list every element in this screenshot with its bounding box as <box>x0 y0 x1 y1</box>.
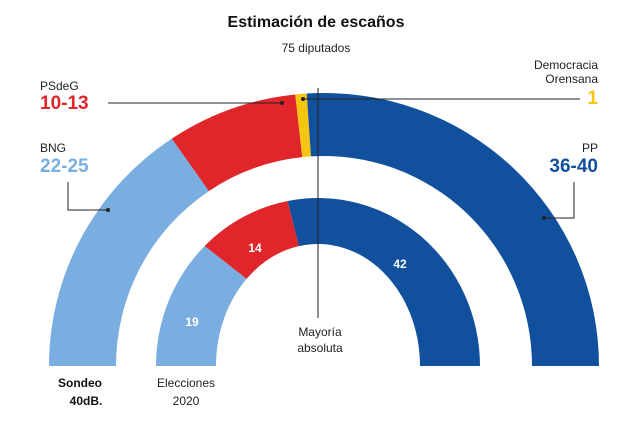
inner-ring <box>156 198 480 366</box>
outer-democracia-orensana-arc <box>295 93 311 158</box>
pp-value: 36-40 <box>549 156 598 177</box>
bng-leader-line <box>67 182 108 211</box>
inner-bng-arc <box>156 245 247 366</box>
psdeg-leader-dot <box>280 101 284 105</box>
bng-name: BNG <box>40 141 66 155</box>
inner-ring-label-line1: Elecciones <box>157 376 215 390</box>
chart-title: Estimación de escaños <box>228 14 405 31</box>
inner-pp-arc <box>287 198 480 366</box>
outer-ring <box>49 93 599 366</box>
outer-ring-label-line2: 40dB. <box>70 394 103 408</box>
inner-pp-label: 42 <box>393 257 407 271</box>
bng-value: 22-25 <box>40 156 89 177</box>
majority-label-line2: absoluta <box>297 341 343 355</box>
democracia-leader-dot <box>301 97 305 101</box>
inner-psdeg-label: 14 <box>248 241 262 255</box>
democracia-value: 1 <box>587 88 598 109</box>
inner-psdeg-arc <box>204 200 299 279</box>
psdeg-value: 10-13 <box>40 93 89 114</box>
inner-bng-label: 19 <box>185 315 199 329</box>
outer-bng-arc <box>49 138 209 366</box>
pp-leader-dot <box>542 216 546 220</box>
majority-label-line1: Mayoría <box>298 325 342 339</box>
bng-leader-dot <box>106 208 110 212</box>
outer-pp-arc <box>306 93 599 366</box>
outer-psdeg-arc <box>171 94 303 192</box>
pp-name: PP <box>582 141 598 155</box>
outer-ring-label-line1: Sondeo <box>58 376 102 390</box>
pp-leader-line <box>544 182 575 219</box>
psdeg-name: PSdeG <box>40 79 79 93</box>
democracia-name-line1: Democracia <box>534 58 598 72</box>
chart-subtitle: 75 diputados <box>282 41 351 55</box>
inner-ring-label-line2: 2020 <box>173 394 200 408</box>
democracia-name-line2: Orensana <box>545 72 598 86</box>
